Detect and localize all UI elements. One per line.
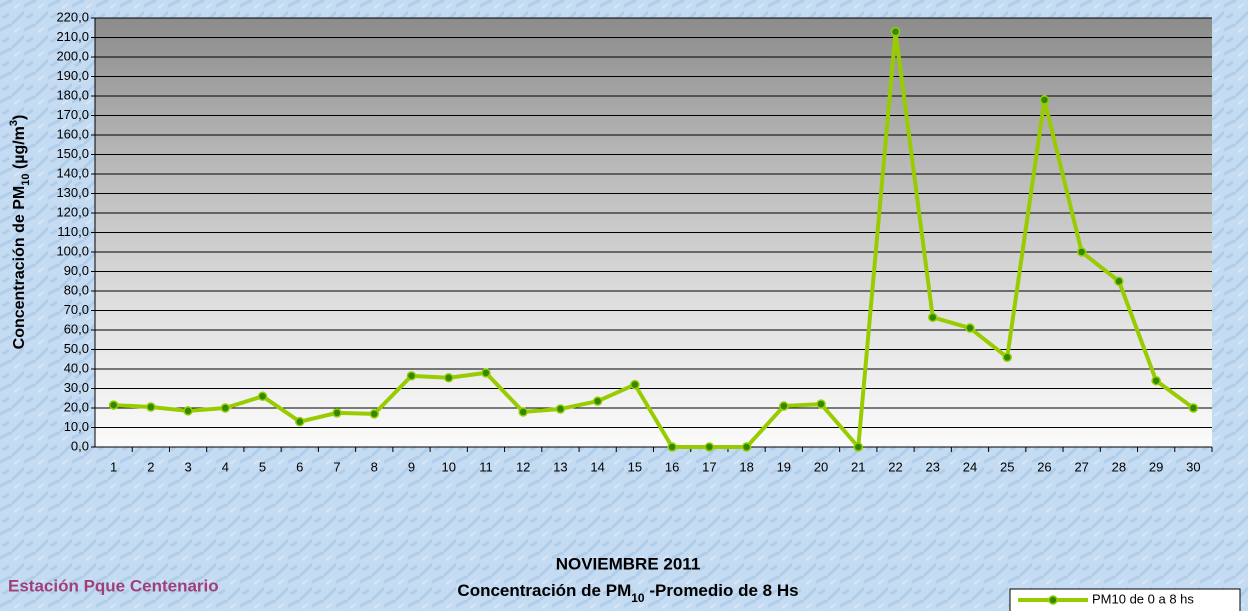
text-part: 10 bbox=[631, 591, 645, 605]
x-tick-label: 26 bbox=[1037, 459, 1051, 474]
x-tick-label: 24 bbox=[963, 459, 977, 474]
point bbox=[743, 443, 751, 451]
y-tick-label: 70,0 bbox=[64, 302, 89, 317]
point bbox=[556, 405, 564, 413]
x-tick-label: 4 bbox=[222, 459, 229, 474]
legend-marker bbox=[1049, 596, 1057, 604]
point bbox=[1115, 277, 1123, 285]
point bbox=[370, 410, 378, 418]
x-tick-label: 9 bbox=[408, 459, 415, 474]
text-part: Concentración de PM bbox=[11, 186, 28, 350]
y-tick-label: 210,0 bbox=[56, 29, 89, 44]
x-tick-label: 3 bbox=[184, 459, 191, 474]
x-tick-label: 15 bbox=[628, 459, 642, 474]
point bbox=[780, 402, 788, 410]
x-tick-label: 1 bbox=[110, 459, 117, 474]
x-tick-label: 11 bbox=[479, 459, 493, 474]
y-tick-label: 80,0 bbox=[64, 282, 89, 297]
point bbox=[221, 404, 229, 412]
y-tick-label: 160,0 bbox=[56, 126, 89, 141]
y-tick-label: 120,0 bbox=[56, 204, 89, 219]
point bbox=[1152, 377, 1160, 385]
point bbox=[519, 408, 527, 416]
annotation: Estación Pque Centenario bbox=[8, 576, 219, 595]
x-tick-label: 2 bbox=[147, 459, 154, 474]
point bbox=[445, 374, 453, 382]
y-tick-label: 30,0 bbox=[64, 380, 89, 395]
y-tick-label: 110,0 bbox=[57, 224, 89, 239]
point bbox=[296, 418, 304, 426]
point bbox=[966, 324, 974, 332]
chart: Concentración de PM10 (µg/m3) NOVIEMBRE … bbox=[0, 0, 1248, 611]
point bbox=[1078, 248, 1086, 256]
point bbox=[594, 397, 602, 405]
point bbox=[110, 401, 118, 409]
x-tick-label: 6 bbox=[296, 459, 303, 474]
x-tick-label: 7 bbox=[333, 459, 340, 474]
y-tick-label: 0,0 bbox=[71, 438, 89, 453]
y-tick-label: 200,0 bbox=[56, 48, 89, 63]
y-tick-label: 150,0 bbox=[56, 146, 89, 161]
x-tick-label: 19 bbox=[777, 459, 791, 474]
point bbox=[407, 372, 415, 380]
x-tick-label: 25 bbox=[1000, 459, 1014, 474]
x-tick-label: 20 bbox=[814, 459, 828, 474]
y-tick-label: 10,0 bbox=[64, 419, 89, 434]
point bbox=[147, 403, 155, 411]
y-tick-label: 60,0 bbox=[64, 321, 89, 336]
y-tick-label: 190,0 bbox=[56, 68, 89, 83]
y-tick-label: 90,0 bbox=[64, 263, 89, 278]
y-tick-label: 130,0 bbox=[56, 185, 89, 200]
x-tick-label: 8 bbox=[371, 459, 378, 474]
x-tick-label: 10 bbox=[441, 459, 455, 474]
text-part: (µg/m bbox=[11, 126, 28, 173]
y-tick-label: 20,0 bbox=[64, 399, 89, 414]
x-tick-label: 28 bbox=[1112, 459, 1126, 474]
point bbox=[184, 407, 192, 415]
y-tick-label: 220,0 bbox=[56, 9, 89, 24]
point bbox=[259, 392, 267, 400]
point bbox=[929, 313, 937, 321]
x-tick-label: 18 bbox=[739, 459, 753, 474]
x-tick-label: 17 bbox=[702, 459, 716, 474]
y-tick-label: 140,0 bbox=[56, 165, 89, 180]
x-tick-label: 29 bbox=[1149, 459, 1163, 474]
x-tick-label: 27 bbox=[1074, 459, 1088, 474]
x-tick-label: 5 bbox=[259, 459, 266, 474]
y-tick-label: 170,0 bbox=[56, 107, 89, 122]
point bbox=[1003, 353, 1011, 361]
x-tick-label: 23 bbox=[926, 459, 940, 474]
point bbox=[854, 443, 862, 451]
point bbox=[631, 381, 639, 389]
point bbox=[668, 443, 676, 451]
point bbox=[1189, 404, 1197, 412]
point bbox=[1040, 96, 1048, 104]
text-part: Concentración de PM bbox=[457, 581, 631, 600]
x-tick-label: 21 bbox=[851, 459, 865, 474]
text-part: -Promedio de 8 Hs bbox=[645, 581, 799, 600]
point bbox=[892, 28, 900, 36]
y-tick-label: 40,0 bbox=[64, 360, 89, 375]
text-part: 10 bbox=[20, 174, 32, 186]
point bbox=[705, 443, 713, 451]
x-tick-label: 16 bbox=[665, 459, 679, 474]
y-tick-label: 180,0 bbox=[56, 87, 89, 102]
y-tick-label: 50,0 bbox=[64, 341, 89, 356]
text-part: ) bbox=[11, 115, 28, 120]
x-tick-label: 13 bbox=[553, 459, 567, 474]
chart-title: NOVIEMBRE 2011 bbox=[556, 554, 701, 573]
point bbox=[482, 369, 490, 377]
x-tick-label: 12 bbox=[516, 459, 530, 474]
point bbox=[333, 409, 341, 417]
y-tick-label: 100,0 bbox=[56, 243, 89, 258]
x-tick-label: 30 bbox=[1186, 459, 1200, 474]
x-tick-label: 14 bbox=[590, 459, 604, 474]
legend-label: PM10 de 0 a 8 hs bbox=[1092, 591, 1194, 606]
point bbox=[817, 400, 825, 408]
x-tick-label: 22 bbox=[888, 459, 902, 474]
